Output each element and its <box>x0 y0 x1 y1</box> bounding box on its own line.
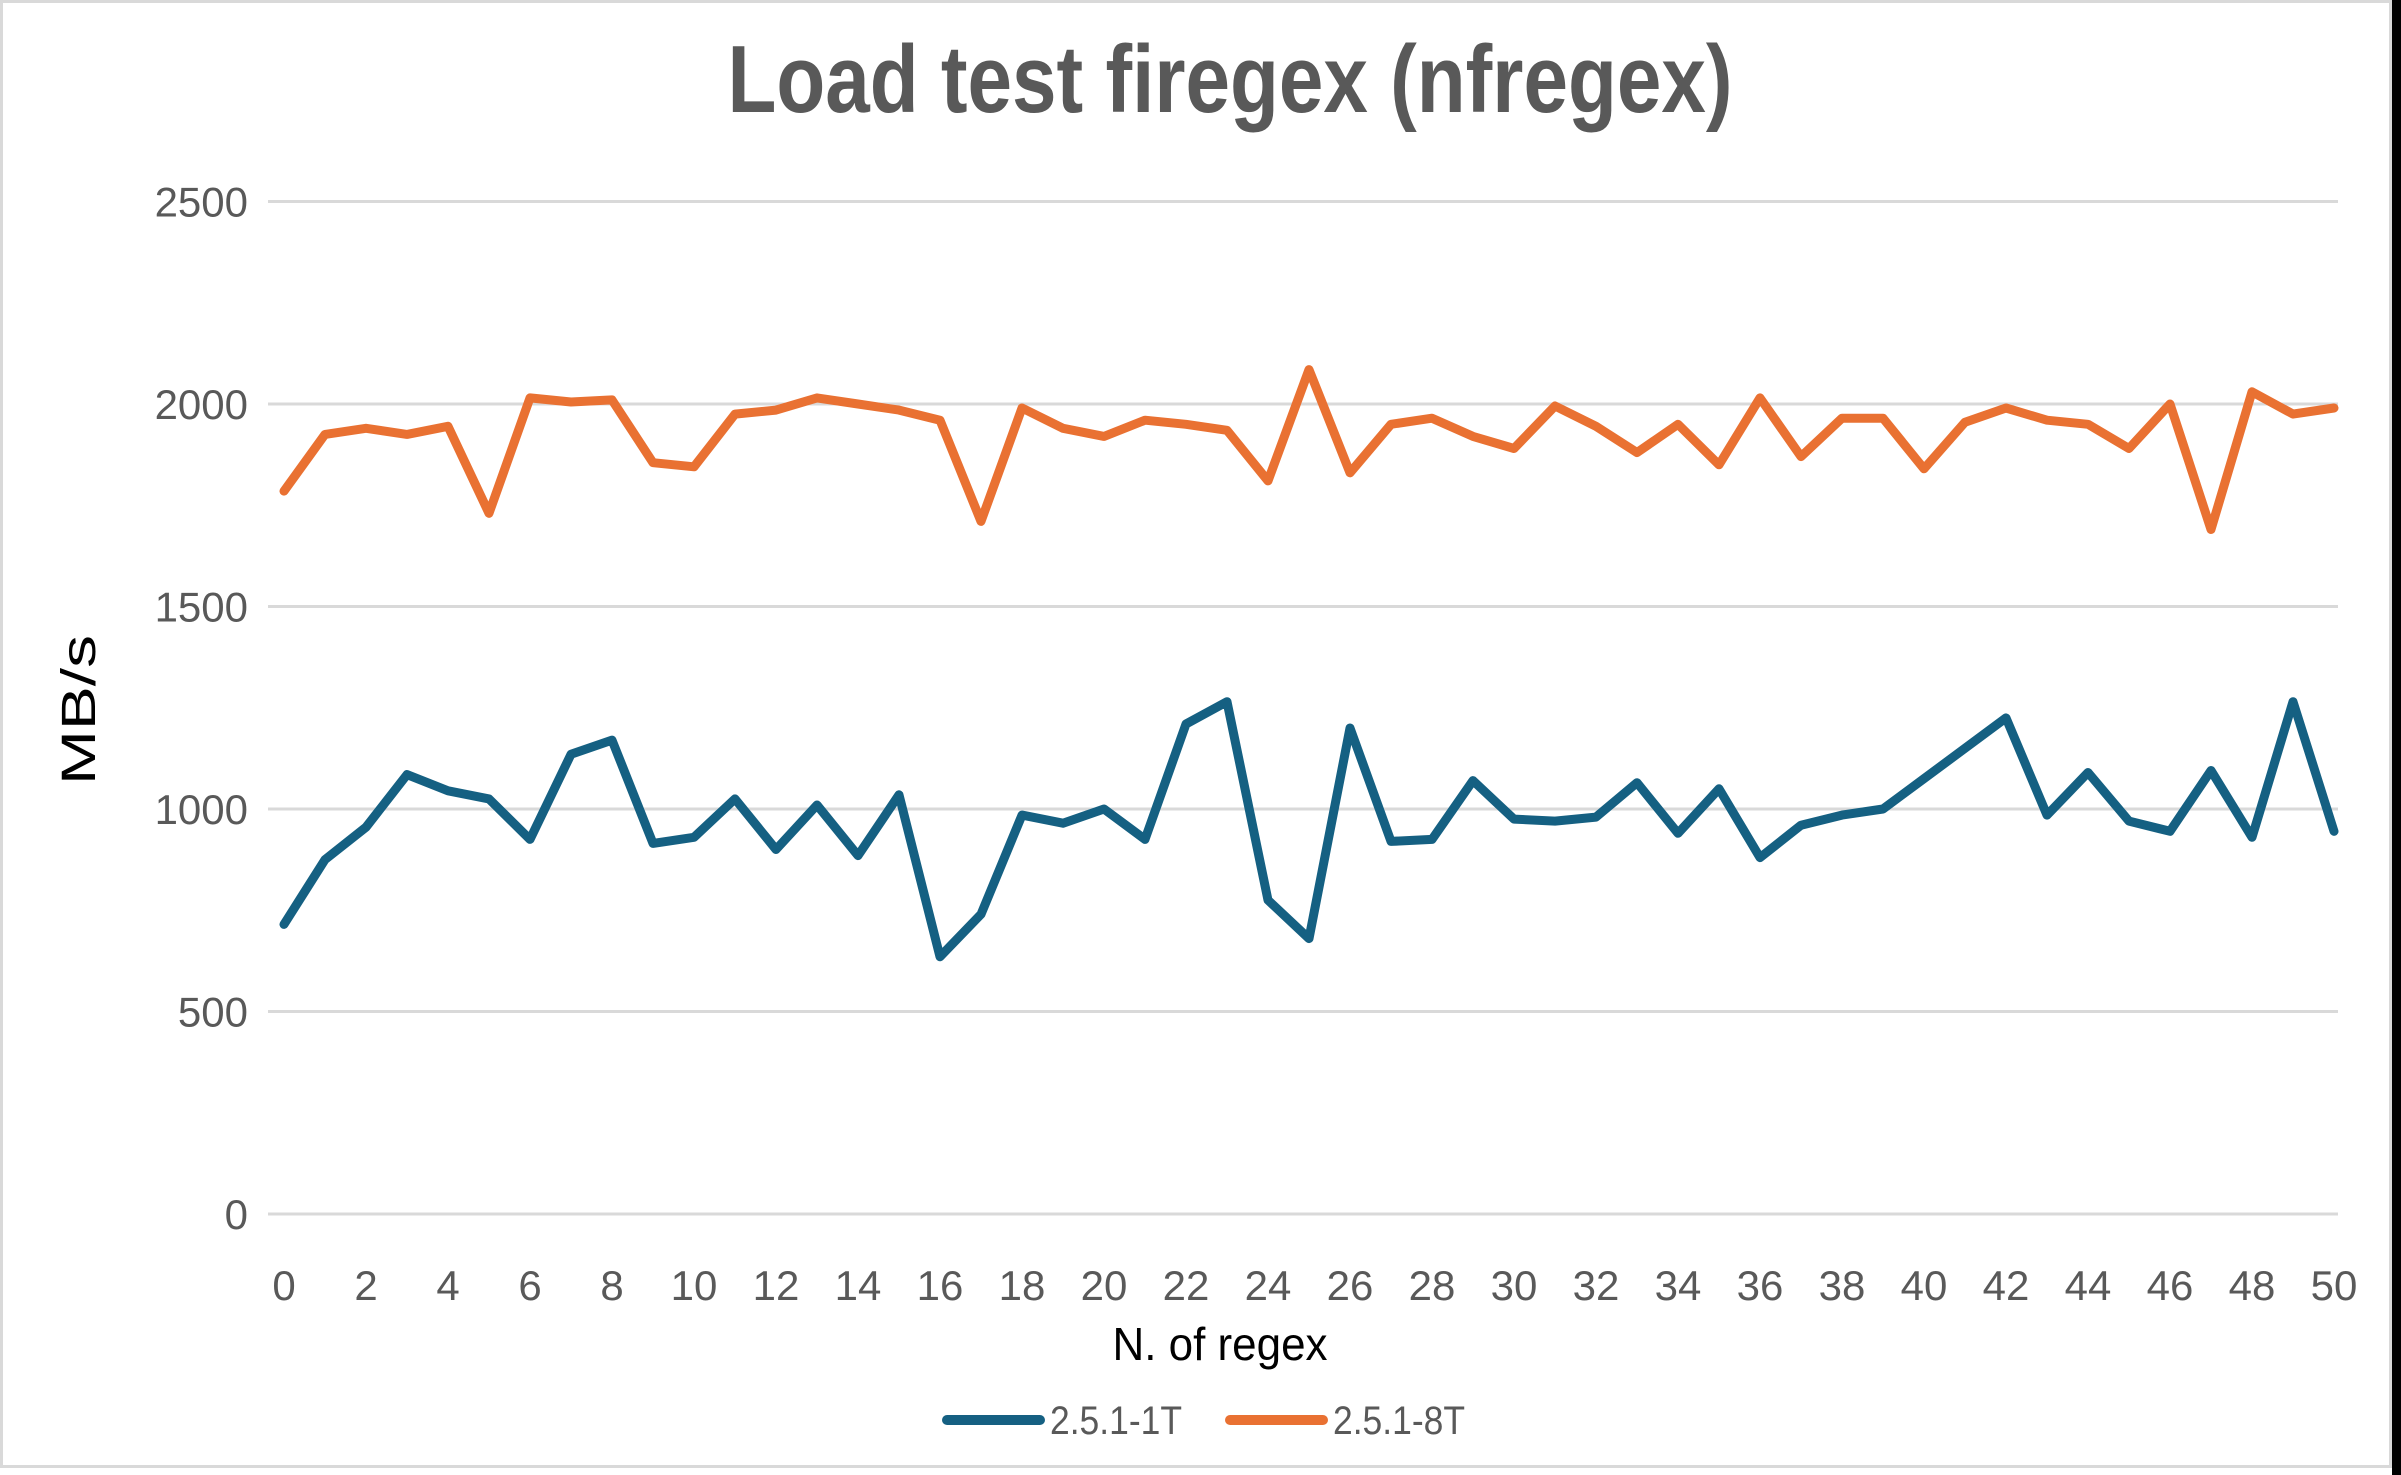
x-tick-label: 26 <box>1327 1262 1374 1309</box>
y-tick-label: 500 <box>178 989 248 1036</box>
x-tick-label: 20 <box>1081 1262 1128 1309</box>
x-axis-title: N. of regex <box>1113 1318 1328 1370</box>
grid-layer <box>268 200 2338 1216</box>
x-tick-label: 32 <box>1573 1262 1620 1309</box>
legend: 2.5.1-1T 2.5.1-8T <box>942 1399 1465 1443</box>
y-tick-label: 2000 <box>155 381 248 428</box>
series-line-2.5.1-1T <box>279 697 2339 962</box>
x-tick-label: 50 <box>2311 1262 2358 1309</box>
x-tick-label: 42 <box>1983 1262 2030 1309</box>
chart-title: Load test firegex (nfregex) <box>728 26 1733 133</box>
y-tick-label: 1500 <box>155 584 248 631</box>
series-layer <box>279 365 2339 962</box>
x-tick-label: 8 <box>600 1262 623 1309</box>
x-tick-label: 40 <box>1901 1262 1948 1309</box>
y-tick-label: 2500 <box>155 179 248 226</box>
x-tick-label: 38 <box>1819 1262 1866 1309</box>
x-tick-label: 2 <box>354 1262 377 1309</box>
x-tick-label: 18 <box>999 1262 1046 1309</box>
x-tick-label: 36 <box>1737 1262 1784 1309</box>
legend-label-1t: 2.5.1-1T <box>1050 1399 1182 1443</box>
x-tick-label: 16 <box>917 1262 964 1309</box>
x-tick-label: 44 <box>2065 1262 2112 1309</box>
x-tick-label: 48 <box>2229 1262 2276 1309</box>
x-tick-label: 12 <box>753 1262 800 1309</box>
x-tick-label: 28 <box>1409 1262 1456 1309</box>
x-tick-label: 46 <box>2147 1262 2194 1309</box>
series-line-2.5.1-8T <box>279 365 2339 534</box>
right-edge-strip <box>2392 0 2401 1475</box>
x-tick-label: 14 <box>835 1262 882 1309</box>
x-tick-label: 24 <box>1245 1262 1292 1309</box>
y-axis-title: MB/s <box>53 635 106 785</box>
x-tick-label: 6 <box>518 1262 541 1309</box>
x-tick-label: 22 <box>1163 1262 1210 1309</box>
x-tick-label: 30 <box>1491 1262 1538 1309</box>
y-tick-label: 1000 <box>155 786 248 833</box>
x-tick-label: 4 <box>436 1262 459 1309</box>
legend-label-8t: 2.5.1-8T <box>1333 1399 1465 1443</box>
x-tick-label: 10 <box>671 1262 718 1309</box>
x-tick-label: 34 <box>1655 1262 1702 1309</box>
y-tick-label: 0 <box>225 1191 248 1238</box>
x-tick-label: 0 <box>272 1262 295 1309</box>
